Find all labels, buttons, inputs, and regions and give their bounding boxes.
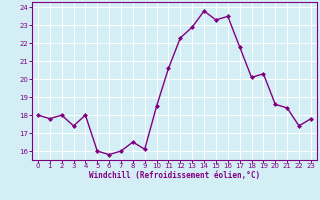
X-axis label: Windchill (Refroidissement éolien,°C): Windchill (Refroidissement éolien,°C) [89, 171, 260, 180]
